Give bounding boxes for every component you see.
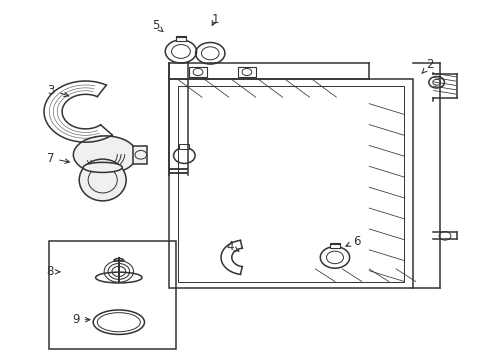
Text: 4: 4 [225, 240, 239, 253]
Text: 7: 7 [46, 152, 69, 165]
Text: 9: 9 [72, 313, 90, 326]
Ellipse shape [79, 159, 126, 201]
Bar [179, 144, 189, 149]
Text: 8: 8 [46, 265, 60, 278]
Text: 2: 2 [421, 58, 433, 73]
Bar [329, 243, 340, 248]
Text: 6: 6 [345, 235, 360, 248]
Text: 5: 5 [151, 19, 163, 32]
Bar [238, 67, 255, 77]
Bar [133, 146, 147, 164]
Bar [49, 241, 176, 349]
Bar [189, 67, 206, 77]
Text: 1: 1 [211, 13, 219, 26]
Ellipse shape [83, 162, 122, 172]
Text: 3: 3 [47, 84, 68, 96]
Ellipse shape [73, 136, 137, 174]
Bar [177, 86, 404, 282]
Bar [168, 79, 412, 288]
Bar [175, 36, 186, 41]
